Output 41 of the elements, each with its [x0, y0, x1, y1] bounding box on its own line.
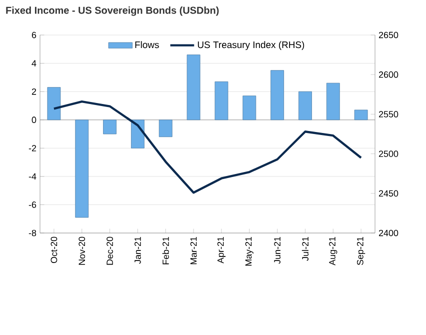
x-tick-label: Dec-20	[106, 236, 113, 265]
y-tick-label: 2	[32, 88, 36, 95]
y2-tick-label: 2550	[378, 111, 398, 118]
bar	[158, 120, 172, 138]
y2-tick-label: 2400	[378, 230, 398, 236]
y2-tick-label: 2600	[378, 71, 398, 78]
bar	[75, 120, 89, 218]
bar	[298, 91, 312, 120]
bar	[242, 96, 256, 120]
legend-label: US Treasury Index (RHS)	[198, 41, 304, 50]
x-tick-label: Nov-20	[78, 236, 86, 265]
bar	[103, 120, 116, 134]
bar	[186, 54, 200, 120]
y2-tick-label: 2650	[378, 32, 398, 38]
y2-tick-label: 2500	[378, 150, 398, 157]
y-tick-label: 6	[32, 32, 36, 38]
bar	[270, 70, 284, 120]
x-tick-label: Sep-21	[356, 236, 366, 266]
y-tick-label: -2	[28, 145, 36, 152]
y-tick-label: 0	[32, 116, 36, 124]
x-tick-label: May-21	[245, 236, 254, 266]
x-tick-label: Jan-21	[134, 236, 141, 264]
chart-title: Fixed Income - US Sovereign Bonds (USDbn)	[6, 6, 219, 16]
line-series	[52, 100, 362, 194]
legend-label: Flows	[135, 41, 159, 48]
bar	[354, 110, 368, 120]
bar	[326, 82, 340, 120]
x-tick-label: Jun-21	[274, 236, 280, 264]
x-tick-label: Jul-21	[302, 236, 309, 261]
x-tick-label: Apr-21	[217, 236, 226, 264]
y-tick-label: -8	[28, 230, 36, 236]
y-tick-label: -4	[28, 173, 36, 180]
x-tick-label: Aug-21	[329, 236, 338, 266]
bar	[47, 87, 61, 120]
x-tick-label: Oct-20	[50, 236, 58, 264]
x-tick-label: Feb-21	[162, 236, 169, 264]
y-tick-label: -6	[28, 202, 36, 208]
y2-tick-label: 2450	[378, 190, 398, 197]
y-tick-label: 4	[32, 60, 36, 66]
bar	[214, 81, 228, 120]
x-tick-label: Mar-21	[190, 236, 197, 264]
